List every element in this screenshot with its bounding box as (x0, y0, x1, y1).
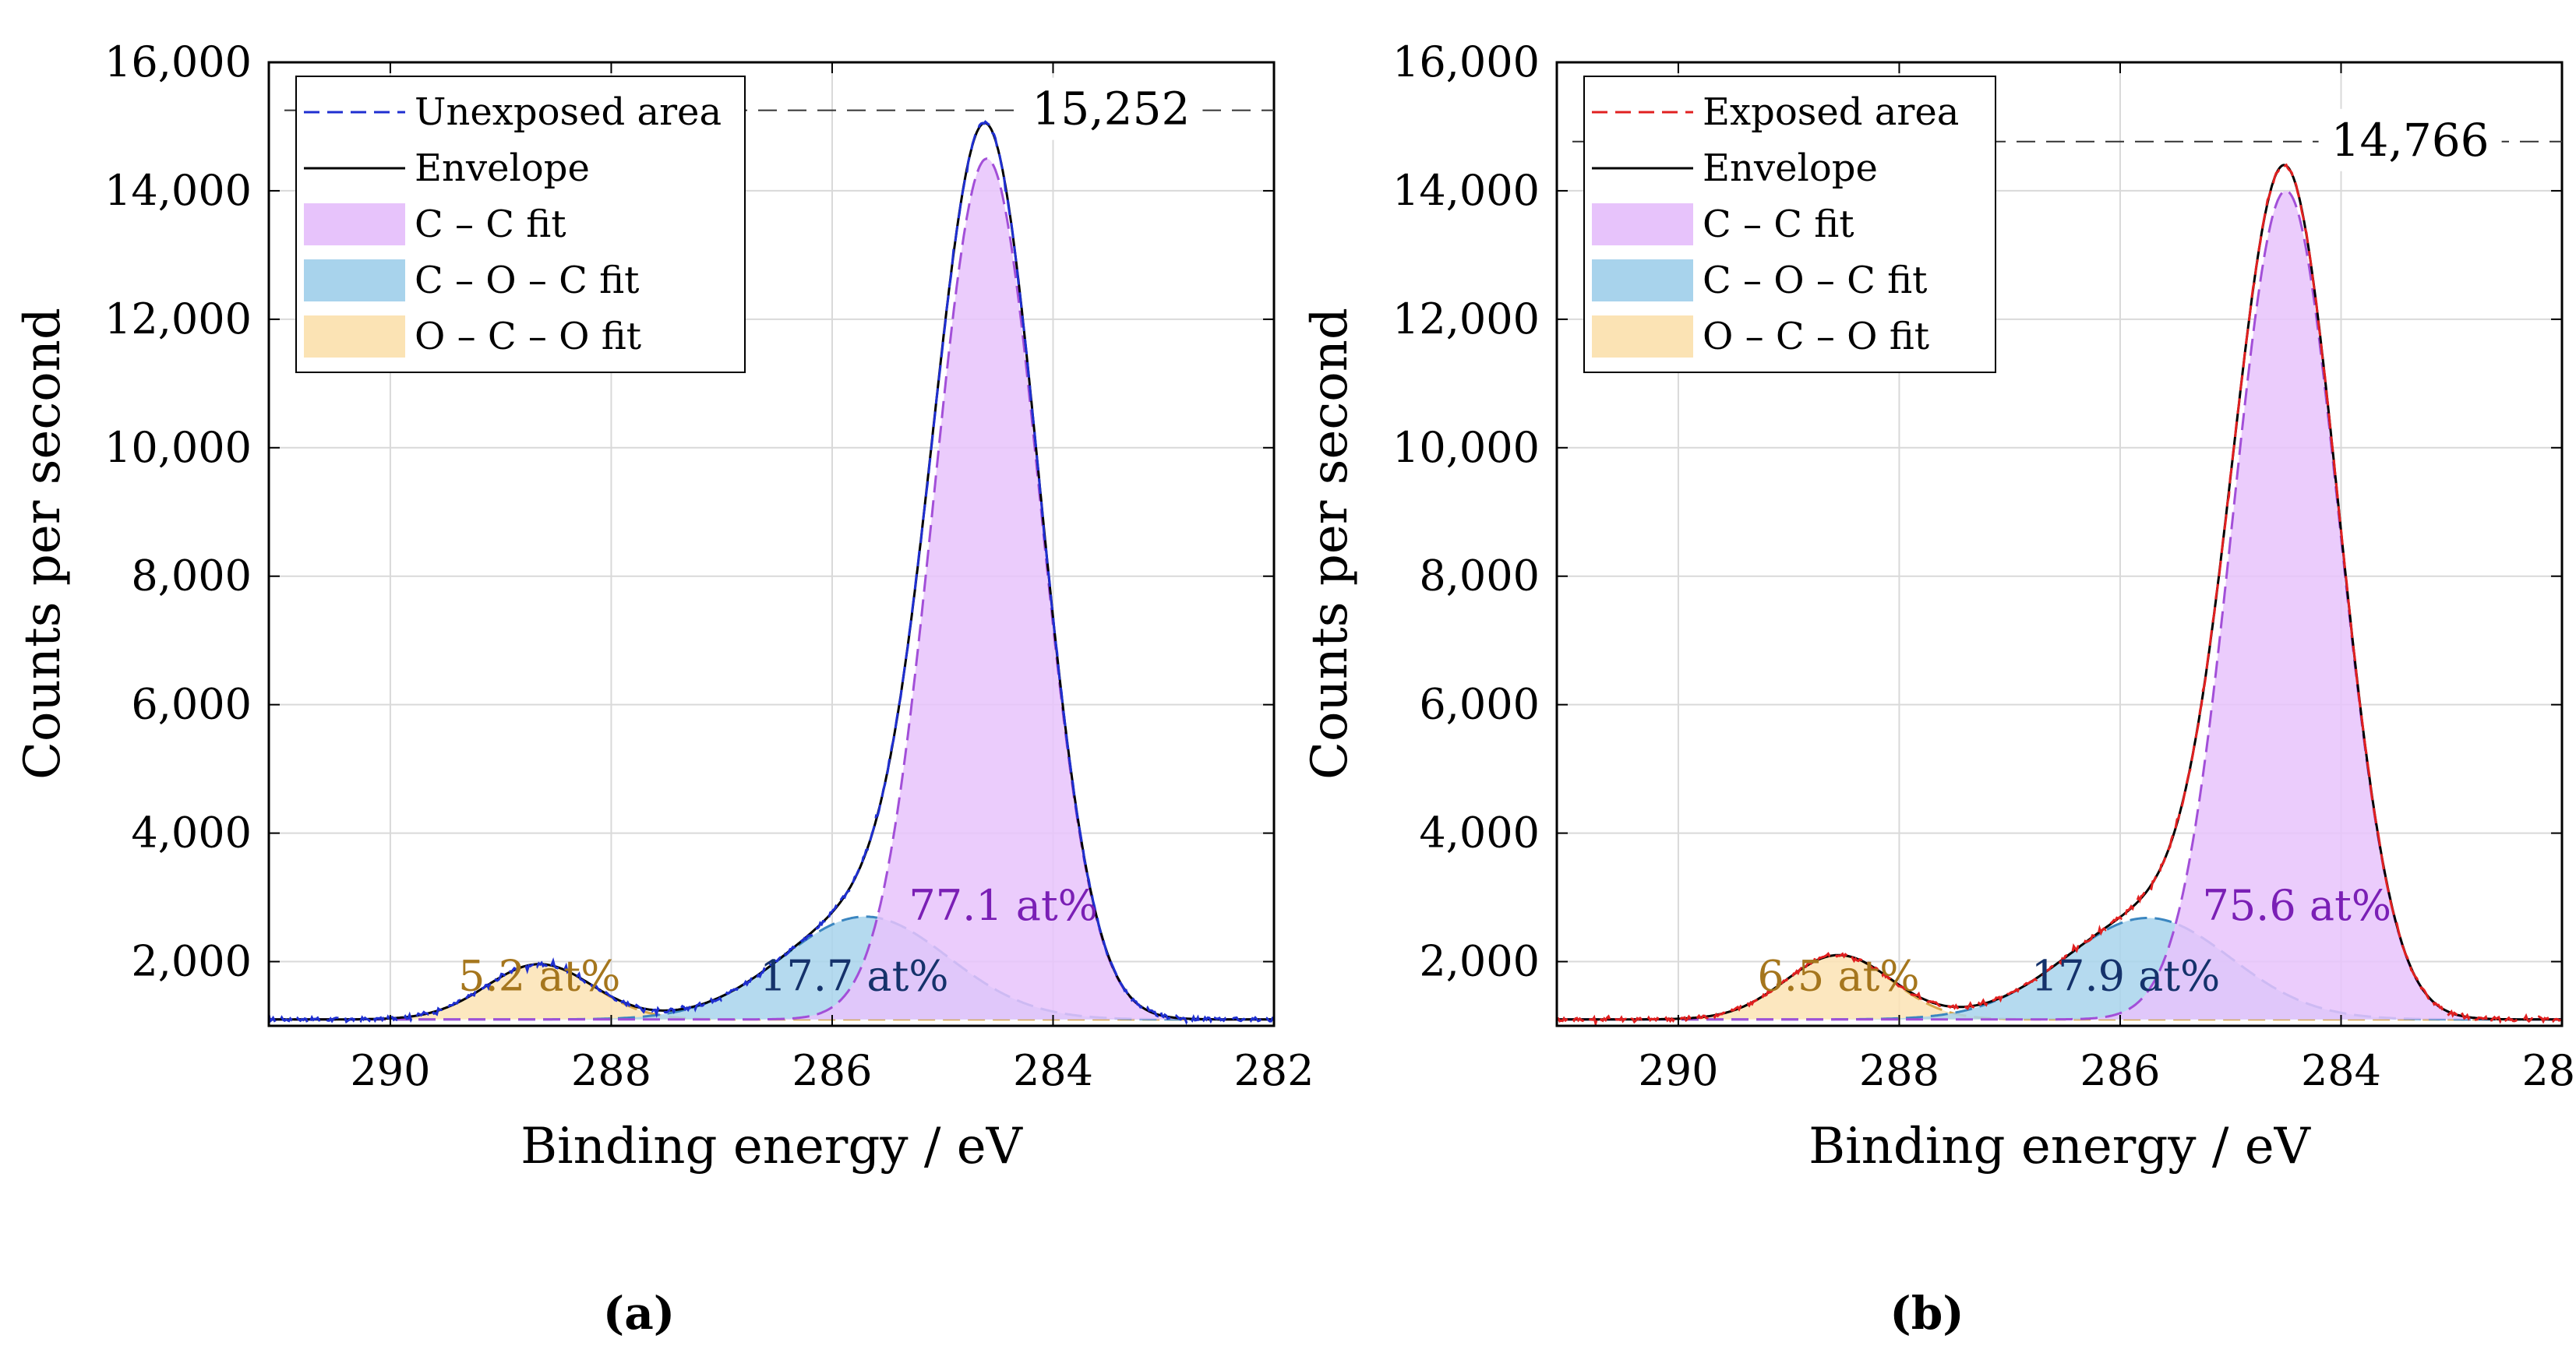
legend-label: C – C fit (415, 203, 566, 246)
x-tick-label: 288 (1859, 1046, 1939, 1095)
y-tick-label: 8,000 (1419, 551, 1540, 601)
at-percent-label: 17.9 at% (2031, 952, 2221, 1001)
component-fill (1557, 191, 2562, 1020)
y-tick-label: 6,000 (1419, 680, 1540, 729)
x-tick-label: 282 (1233, 1046, 1314, 1095)
y-tick-label: 10,000 (1392, 423, 1540, 472)
legend-swatch-component (1592, 259, 1693, 301)
x-tick-label: 288 (571, 1046, 651, 1095)
y-tick-label: 16,000 (1392, 37, 1540, 86)
legend-label: O – C – O fit (1703, 315, 1929, 358)
x-tick-label: 290 (350, 1046, 430, 1095)
y-axis-label-a: Counts per second (14, 308, 72, 780)
x-tick-label: 284 (1013, 1046, 1093, 1095)
legend-label: C – O – C fit (415, 259, 639, 302)
y-tick-label: 4,000 (131, 809, 252, 858)
component-fill (1557, 955, 2562, 1020)
legend-swatch-component (1592, 315, 1693, 358)
y-tick-label: 14,000 (1392, 166, 1540, 215)
legend-label: C – C fit (1703, 203, 1854, 246)
x-tick-label: 286 (2080, 1046, 2160, 1095)
y-tick-label: 4,000 (1419, 809, 1540, 858)
y-tick-label: 12,000 (104, 294, 252, 344)
legend-label: Envelope (1703, 146, 1878, 190)
plot-area-a (269, 120, 1274, 1026)
chart-panel-b: 290 288 286 284 282 2,000 4,000 6,000 8,000 10,00… (1301, 37, 2576, 1340)
y-tick-label: 16,000 (104, 37, 252, 86)
chart-panel-a: 290 288 286 284 282 2,000 4,000 6,000 8,000 10,00… (14, 37, 1314, 1340)
y-tick-label: 2,000 (131, 937, 252, 986)
legend-label: O – C – O fit (415, 315, 641, 358)
component-fill (269, 916, 1274, 1020)
component-fill (269, 964, 1274, 1020)
y-tick-label: 14,000 (104, 166, 252, 215)
legend-swatch-component (304, 259, 405, 301)
legend-swatch-component (304, 203, 405, 245)
legend-label: Unexposed area (415, 90, 722, 134)
legend-b: Exposed area Envelope C – C fit C – O – C f… (1583, 76, 1996, 373)
at-percent-label: 77.1 at% (909, 881, 1098, 930)
y-tick-label: 6,000 (131, 680, 252, 729)
at-percent-label: 5.2 at% (458, 952, 620, 1001)
component-line (269, 157, 1274, 1021)
peak-label-background (1019, 77, 1203, 140)
caption-b: (b) (1890, 1287, 1964, 1340)
component-fill (269, 158, 1274, 1020)
legend-label: Envelope (415, 146, 590, 190)
plot-area-b (1557, 163, 2562, 1026)
at-percent-label: 6.5 at% (1757, 952, 1919, 1001)
component-fill (1557, 918, 2562, 1020)
measured-line (1557, 163, 2562, 1026)
legend-swatch-component (304, 315, 405, 358)
legend-a: Unexposed area Envelope C – C fit C – O – C… (295, 76, 746, 373)
ticks-a: 290 288 286 284 282 2,000 4,000 6,000 8,000 10,00… (104, 37, 1314, 1095)
plot-frame-b (1555, 61, 2564, 1027)
caption-a: (a) (603, 1287, 675, 1340)
x-tick-label: 284 (2301, 1046, 2381, 1095)
x-axis-label-b: Binding energy / eV (1808, 1118, 2312, 1175)
y-tick-label: 12,000 (1392, 294, 1540, 344)
at-percent-label: 17.7 at% (760, 952, 949, 1001)
peak-value-label: 14,766 (2331, 114, 2490, 167)
y-axis-label-b: Counts per second (1301, 308, 1359, 780)
x-tick-label: 282 (2521, 1046, 2576, 1095)
y-tick-label: 10,000 (104, 423, 252, 472)
y-tick-label: 8,000 (131, 551, 252, 601)
legend-swatch-component (1592, 203, 1693, 245)
x-axis-label-a: Binding energy / eV (520, 1118, 1024, 1175)
peak-label-background (2318, 108, 2502, 171)
peak-value-label: 15,252 (1032, 83, 1190, 136)
x-tick-label: 286 (792, 1046, 872, 1095)
y-tick-label: 2,000 (1419, 937, 1540, 986)
legend-label: C – O – C fit (1703, 259, 1927, 302)
at-percent-label: 75.6 at% (2202, 881, 2391, 930)
measured-line (269, 120, 1274, 1026)
annotations-a: 15,252 77.1 at% 17.7 at% 5.2 at% (284, 77, 1274, 1001)
plot-frame-a (267, 61, 1276, 1027)
legend-label: Exposed area (1703, 90, 1959, 134)
x-tick-label: 290 (1638, 1046, 1718, 1095)
ticks-b: 290 288 286 284 282 2,000 4,000 6,000 8,000 10,00… (1392, 37, 2576, 1095)
